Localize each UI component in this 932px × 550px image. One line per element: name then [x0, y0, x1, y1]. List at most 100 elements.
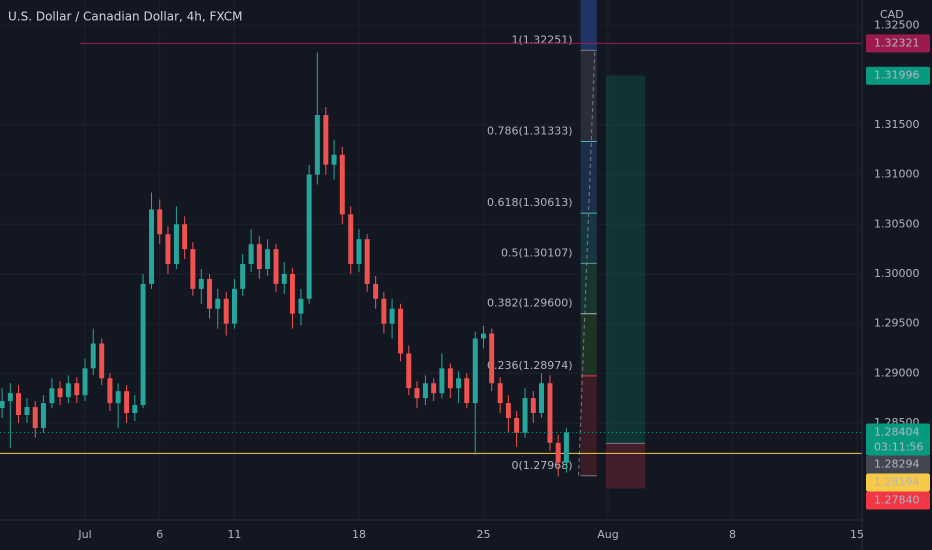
currency-label: CAD	[880, 8, 904, 21]
candle-body	[331, 154, 337, 165]
x-tick-label: 11	[227, 528, 241, 541]
position-stop	[605, 443, 646, 489]
x-tick-label: 6	[156, 528, 163, 541]
candle-body	[265, 249, 271, 269]
fib-label: 0.786(1.31333)	[487, 125, 573, 138]
candle-body	[273, 249, 279, 284]
candle-body	[530, 398, 536, 414]
candle-body	[157, 209, 163, 235]
candle-body	[65, 383, 71, 398]
candle-body	[198, 278, 204, 289]
price-badge-label: 1.32321	[874, 36, 920, 49]
price-badge	[866, 66, 930, 85]
candle-body	[182, 224, 188, 250]
y-tick-label: 1.31500	[874, 118, 920, 131]
candle-body	[248, 244, 254, 265]
candle-body	[356, 239, 362, 265]
candle-body	[464, 378, 470, 404]
fib-band	[580, 313, 597, 376]
candle-body	[555, 442, 561, 463]
fib-band	[580, 263, 597, 314]
candle-body	[90, 343, 96, 369]
y-tick-label: 1.30000	[874, 267, 920, 280]
candle-body	[373, 283, 379, 299]
fib-label: 0.236(1.28974)	[487, 359, 573, 372]
candle-body	[406, 353, 412, 389]
candle-body	[539, 383, 544, 414]
candle-body	[381, 298, 387, 324]
candle-body	[149, 209, 155, 284]
fib-label: 0.382(1.29600)	[487, 297, 573, 310]
countdown-label: 03:11:56	[874, 440, 923, 453]
candle-body	[82, 368, 88, 396]
price-badge-label: 1.28294	[874, 457, 920, 470]
candle-body	[74, 383, 80, 396]
fib-label: 0.5(1.30107)	[501, 246, 573, 259]
fib-band	[580, 213, 597, 264]
candle-body	[547, 383, 553, 443]
candle-body	[497, 383, 503, 404]
candle-body	[398, 308, 404, 354]
price-badge	[866, 455, 930, 474]
price-axis	[0, 0, 863, 550]
candle-body	[173, 224, 179, 265]
candle-body	[40, 403, 46, 428]
candle-body	[314, 115, 320, 175]
x-tick-label: 15	[850, 528, 864, 541]
fib-band	[580, 375, 597, 476]
y-tick-label: 1.31000	[874, 168, 920, 181]
candle-body	[7, 393, 13, 402]
candle-body	[140, 283, 146, 406]
y-tick-label: 1.29000	[874, 366, 920, 379]
candle-body	[514, 417, 520, 433]
candle-body	[364, 239, 370, 284]
y-tick-label: 1.30500	[874, 217, 920, 230]
candle-body	[124, 391, 130, 414]
candle-body	[16, 393, 22, 416]
candle-body	[99, 343, 105, 379]
candle-body	[505, 403, 511, 418]
candle-body	[563, 432, 569, 463]
grid	[0, 0, 862, 520]
price-badge	[866, 34, 930, 53]
candle-body	[57, 388, 63, 398]
fib-trend	[578, 50, 596, 476]
candle-body	[431, 383, 437, 394]
candle-body	[215, 298, 221, 309]
candle-body	[0, 401, 5, 409]
candle-body	[207, 278, 213, 309]
candle-body	[447, 368, 453, 389]
candle-body	[522, 398, 528, 433]
candle-body	[306, 174, 312, 299]
candle-body	[422, 383, 428, 399]
candle-body	[289, 273, 295, 314]
price-badge	[866, 491, 930, 510]
candle-body	[439, 368, 445, 394]
candle-body	[489, 333, 495, 384]
fib-label: 1(1.32251)	[512, 33, 573, 46]
candle-body	[348, 214, 354, 265]
candle-body	[480, 333, 486, 339]
x-tick-label: Aug	[597, 528, 618, 541]
fib-label: 0(1.27968)	[512, 459, 573, 472]
candle-body	[132, 405, 138, 414]
y-tick-label: 1.29500	[874, 317, 920, 330]
price-badge-label: 1.27840	[874, 493, 920, 506]
fib-band	[580, 50, 597, 142]
candle-body	[107, 378, 113, 404]
candle-body	[115, 391, 121, 404]
candle-body	[389, 308, 395, 324]
price-badge	[866, 423, 930, 456]
candle-body	[298, 298, 304, 314]
candle-body	[24, 407, 30, 416]
candle-body	[231, 288, 237, 324]
candle-body	[472, 338, 478, 404]
fib-label: 0.618(1.30613)	[487, 196, 573, 209]
x-tick-label: 8	[729, 528, 736, 541]
y-tick-label: 1.32500	[874, 19, 920, 32]
fib-band	[580, 0, 597, 51]
candle-body	[165, 234, 171, 265]
